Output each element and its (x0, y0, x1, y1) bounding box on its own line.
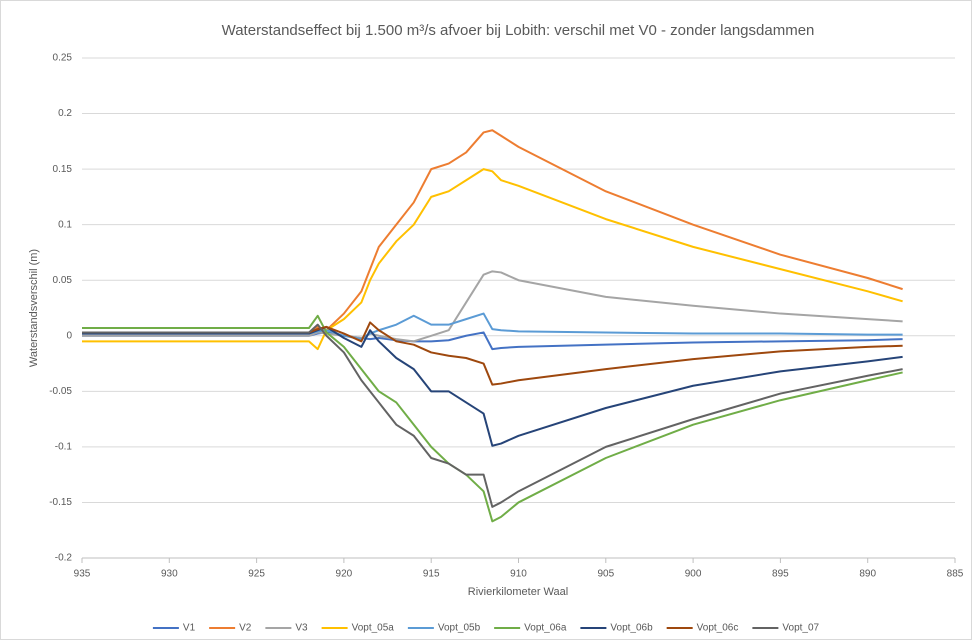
x-axis-title: Rivierkilometer Waal (468, 586, 568, 598)
x-tick-label: 920 (336, 569, 353, 580)
series-line (82, 129, 903, 334)
series-line (82, 321, 903, 386)
chart-title: Waterstandseffect bij 1.500 m³/s afvoer … (222, 22, 815, 39)
x-tick-label: 930 (161, 569, 178, 580)
y-tick-label: -0.1 (55, 442, 73, 453)
legend-label: Vopt_06b (610, 623, 653, 634)
series-line (82, 323, 903, 508)
y-tick-label: 0 (66, 330, 72, 341)
legend-label: V3 (295, 623, 308, 634)
y-tick-label: -0.15 (49, 497, 72, 508)
y-tick-label: -0.2 (55, 553, 73, 564)
y-tick-label: 0.15 (53, 164, 73, 175)
y-tick-label: 0.2 (58, 108, 72, 119)
legend-label: Vopt_06c (697, 623, 739, 634)
x-tick-label: 915 (423, 569, 440, 580)
legend-label: Vopt_07 (782, 623, 819, 634)
legend-label: Vopt_05a (352, 623, 395, 634)
y-tick-label: 0.1 (58, 219, 72, 230)
series-line (82, 314, 903, 523)
y-axis-title: Waterstandsverschil (m) (28, 249, 40, 367)
legend: V1 V2 V3 Vopt_05a Vopt_05b Vopt_06a Vopt_06b Vo… (152, 623, 820, 634)
legend-label: V2 (239, 623, 252, 634)
x-tick-label: 910 (510, 569, 527, 580)
x-tick-label: 935 (74, 569, 91, 580)
y-tick-label: -0.05 (49, 386, 72, 397)
series-line (82, 270, 903, 343)
legend-label: Vopt_06a (524, 623, 567, 634)
legend-label: Vopt_05b (438, 623, 481, 634)
x-tick-label: 900 (685, 569, 702, 580)
y-tick-label: 0.25 (53, 53, 73, 64)
x-tick-label: 885 (947, 569, 964, 580)
x-tick-label: 905 (597, 569, 614, 580)
x-tick-label: 890 (859, 569, 876, 580)
y-tick-label: 0.05 (53, 275, 73, 286)
x-tick-label: 895 (772, 569, 789, 580)
legend-label: V1 (183, 623, 196, 634)
x-tick-label: 925 (248, 569, 265, 580)
series-line (82, 168, 903, 351)
series-line (82, 325, 903, 447)
